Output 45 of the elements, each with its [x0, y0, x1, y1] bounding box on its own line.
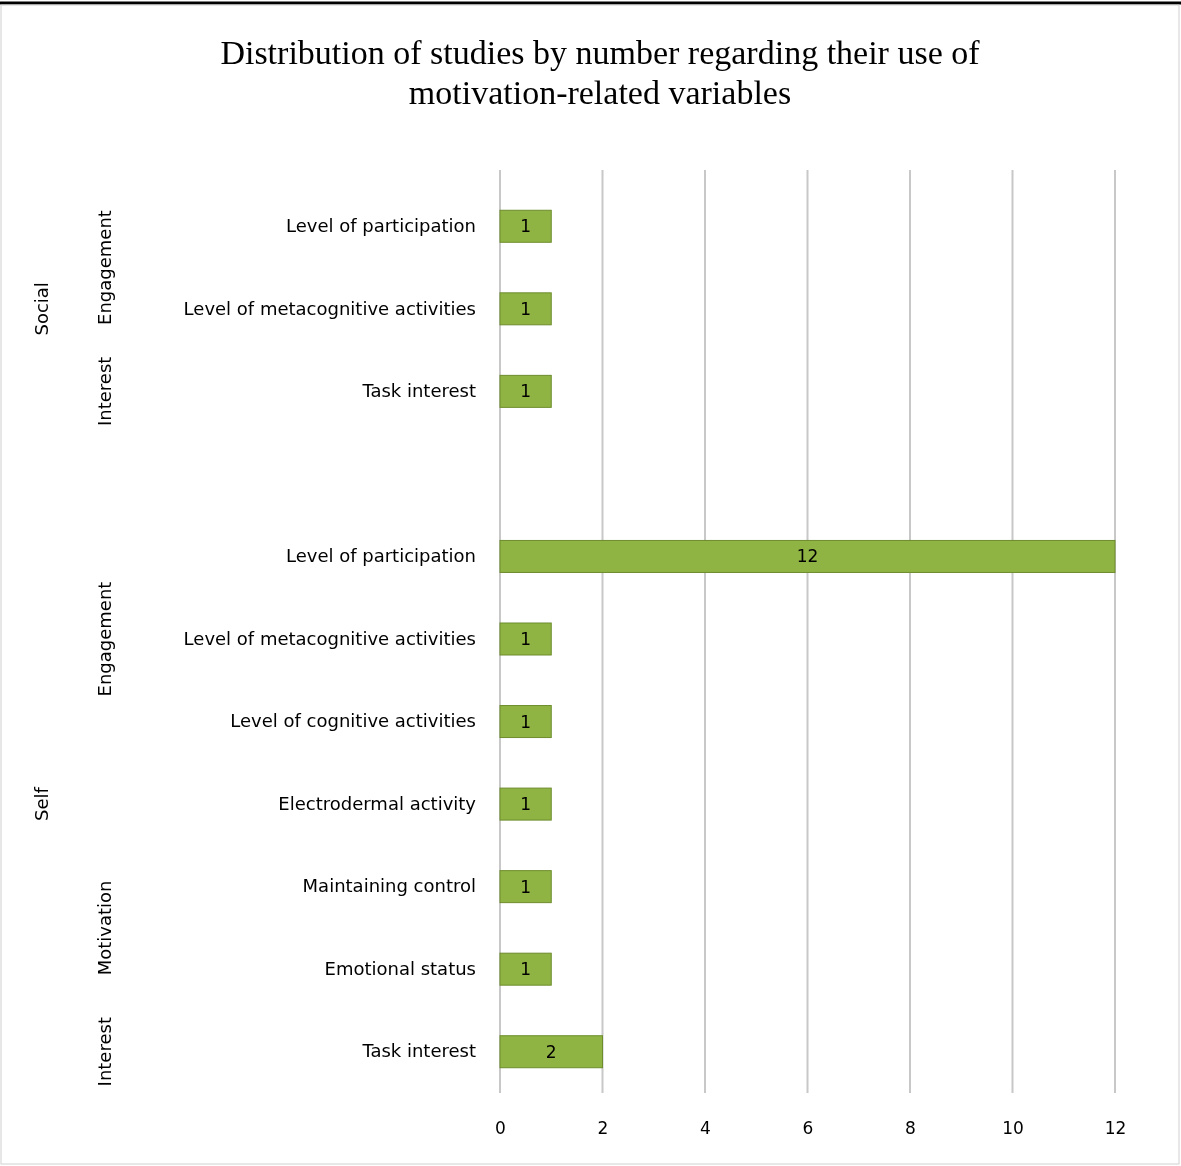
y-tick-label: Level of metacognitive activities [183, 297, 476, 319]
bar [499, 1035, 603, 1069]
data-label: 1 [520, 959, 532, 980]
data-label: 12 [796, 546, 819, 567]
bar [499, 870, 552, 904]
x-tick-label: 6 [802, 1118, 814, 1139]
y-tick-label: Maintaining control [302, 875, 476, 897]
data-label: 1 [520, 298, 532, 319]
data-label: 1 [520, 711, 532, 732]
text: Engagement [94, 210, 115, 325]
bar [499, 622, 552, 656]
x-tick-label: 12 [1104, 1118, 1127, 1139]
y-tick-label: Level of participation [285, 215, 476, 237]
data-label: 1 [520, 629, 532, 649]
x-tick-label: 4 [700, 1118, 711, 1139]
text: Interest [94, 356, 115, 427]
bar [499, 539, 1116, 573]
y-tick-label: Level of cognitive activities [230, 710, 476, 732]
x-tick-label: 0 [495, 1118, 506, 1139]
bar [499, 292, 552, 326]
bar [499, 705, 552, 739]
text: Interest [94, 1017, 115, 1087]
data-label: 1 [520, 876, 532, 897]
bar [499, 952, 552, 986]
x-tick-label: 8 [905, 1118, 916, 1139]
text: Engagement [94, 581, 115, 697]
bar [499, 374, 552, 408]
data-label: 1 [520, 216, 532, 237]
y-tick-label: Task interest [361, 380, 476, 402]
text: Self [31, 786, 52, 822]
y-tick-label: Electrodermal activity [278, 792, 477, 814]
text: Social [31, 282, 52, 336]
y-tick-label: Level of metacognitive activities [183, 627, 476, 649]
y-tick-label: Emotional status [324, 957, 476, 979]
data-label: 2 [545, 1041, 557, 1062]
data-label: 1 [520, 381, 532, 402]
y-tick-label: Level of participation [285, 545, 476, 567]
bar [499, 209, 552, 243]
chart-title: Distribution of studies by number regarding their use of motivation-related variables [220, 34, 981, 111]
x-tick-label: 10 [1002, 1118, 1024, 1139]
y-tick-label: Task interest [361, 1040, 476, 1062]
data-label: 1 [520, 794, 532, 815]
text: Motivation [94, 880, 115, 976]
x-tick-label: 2 [597, 1118, 609, 1139]
bar [499, 787, 552, 821]
